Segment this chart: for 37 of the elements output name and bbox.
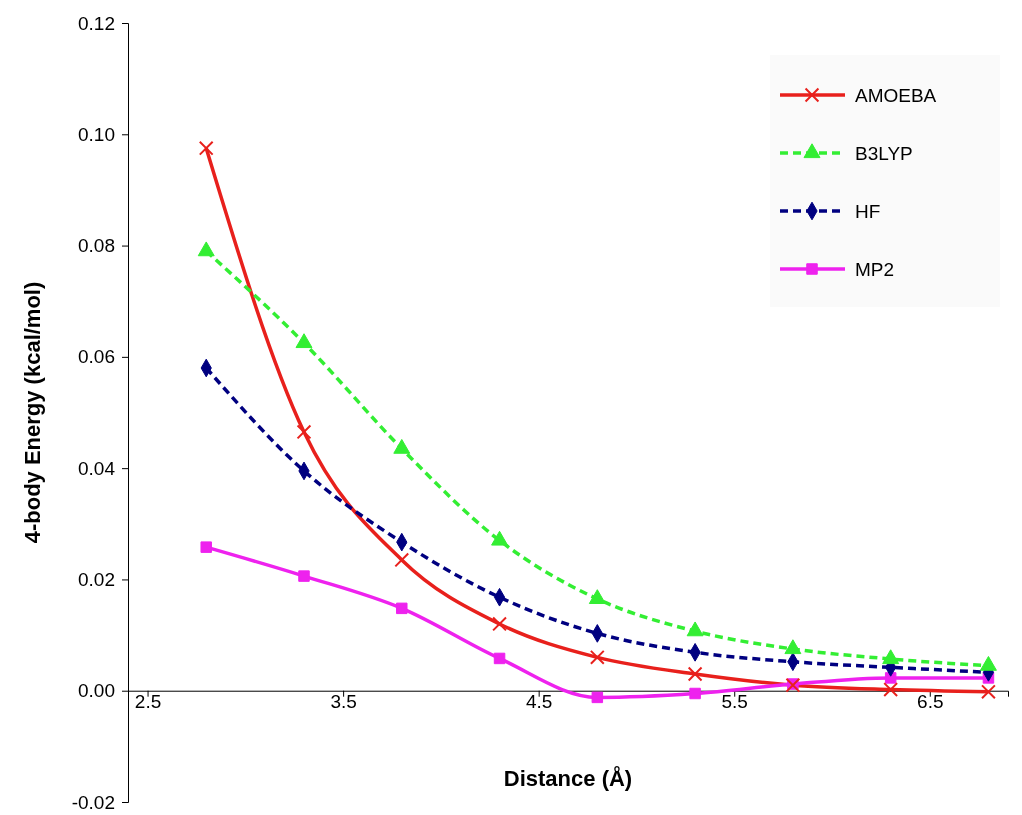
x-tick-label: 2.5 (134, 690, 162, 712)
x-tick-label: 5.5 (721, 690, 748, 712)
x-tick-label: 4.5 (525, 690, 553, 712)
y-tick-label: 0.06 (78, 346, 115, 368)
x-tick-label: 6.5 (917, 690, 944, 712)
point (882, 649, 900, 665)
y-tick-label: 0.00 (78, 680, 115, 702)
y-tick-label: 0.08 (78, 235, 115, 257)
y-tick-label: 0.12 (78, 12, 115, 34)
y-tick-label: 0.02 (78, 569, 115, 591)
y-tick-label: 0.10 (78, 123, 115, 145)
point (589, 649, 605, 665)
point (200, 541, 212, 553)
point (689, 687, 701, 700)
point (396, 602, 408, 615)
point (493, 652, 506, 665)
point (295, 333, 313, 349)
point (784, 639, 802, 655)
legend-label: MP2 (855, 259, 895, 280)
point (197, 241, 215, 257)
point (198, 140, 214, 156)
point (981, 684, 996, 700)
point (296, 424, 312, 440)
legend-label: AMOEBA (855, 85, 937, 106)
legend-label: HF (855, 201, 881, 222)
y-tick-label: -0.02 (71, 791, 115, 813)
x-axis-title: Distance (Å) (503, 764, 633, 791)
legend-label: B3LYP (855, 143, 913, 164)
y-axis-title: 4-body Energy (kcal/mol) (20, 281, 45, 544)
point (883, 682, 899, 698)
point (884, 672, 897, 684)
point (687, 666, 703, 682)
point (298, 570, 310, 582)
y-tick-label: 0.04 (78, 457, 116, 479)
point (492, 616, 507, 632)
point (591, 691, 604, 704)
x-tick-label: 3.5 (330, 690, 357, 712)
